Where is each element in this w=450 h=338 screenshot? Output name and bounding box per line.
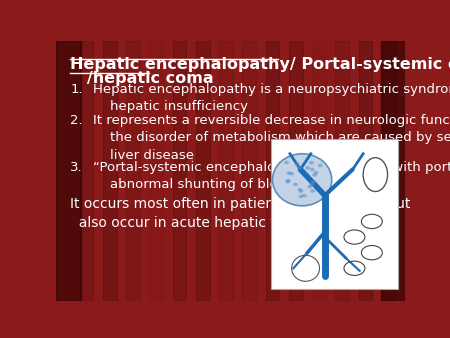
Text: It represents a reversible decrease in neurologic function, based upon
    the d: It represents a reversible decrease in n… — [93, 114, 450, 162]
Bar — [126, 41, 140, 301]
Text: 2.: 2. — [70, 114, 83, 127]
Circle shape — [302, 194, 306, 197]
Bar — [103, 41, 117, 301]
Bar — [382, 41, 396, 301]
Ellipse shape — [272, 154, 332, 206]
Bar — [335, 41, 349, 301]
Circle shape — [310, 183, 315, 187]
Circle shape — [310, 180, 315, 184]
Circle shape — [309, 161, 314, 165]
Bar — [56, 41, 81, 301]
Circle shape — [297, 166, 302, 169]
Text: Hepatic encephalopathy/ Portal-systemic encephalopathy: Hepatic encephalopathy/ Portal-systemic … — [70, 57, 450, 72]
Bar — [242, 41, 256, 301]
Text: 1.: 1. — [70, 83, 83, 96]
Circle shape — [285, 180, 290, 184]
Circle shape — [310, 168, 315, 171]
Bar — [149, 41, 163, 301]
Text: /hepatic coma: /hepatic coma — [70, 71, 214, 86]
Circle shape — [297, 188, 302, 192]
Circle shape — [305, 166, 310, 170]
Bar — [56, 41, 70, 301]
Bar — [312, 41, 326, 301]
Circle shape — [314, 171, 318, 174]
Bar — [80, 41, 94, 301]
Bar — [359, 41, 373, 301]
Circle shape — [310, 189, 315, 193]
Bar — [196, 41, 210, 301]
Bar — [219, 41, 233, 301]
Circle shape — [312, 173, 317, 177]
Text: “Portal-systemic encephalopathy” - patients with portal hypertension
    abnorma: “Portal-systemic encephalopathy” - patie… — [93, 161, 450, 191]
FancyBboxPatch shape — [271, 140, 398, 289]
Circle shape — [286, 171, 291, 175]
Circle shape — [295, 163, 300, 166]
Circle shape — [298, 195, 303, 198]
Circle shape — [293, 183, 298, 186]
Circle shape — [284, 161, 289, 164]
Text: Hepatic encephalopathy is a neuropsychiatric syndrome caused by
    hepatic insu: Hepatic encephalopathy is a neuropsychia… — [93, 83, 450, 113]
Circle shape — [318, 164, 323, 167]
Bar — [381, 41, 405, 301]
Circle shape — [289, 172, 294, 175]
Bar — [266, 41, 279, 301]
Circle shape — [298, 189, 303, 193]
Circle shape — [285, 179, 290, 183]
Bar — [172, 41, 186, 301]
Text: It occurs most often in patients with cirrhosis but
  also occur in acute hepati: It occurs most often in patients with ci… — [70, 197, 410, 230]
Text: 3.: 3. — [70, 161, 83, 174]
Bar — [289, 41, 303, 301]
Circle shape — [307, 185, 312, 189]
